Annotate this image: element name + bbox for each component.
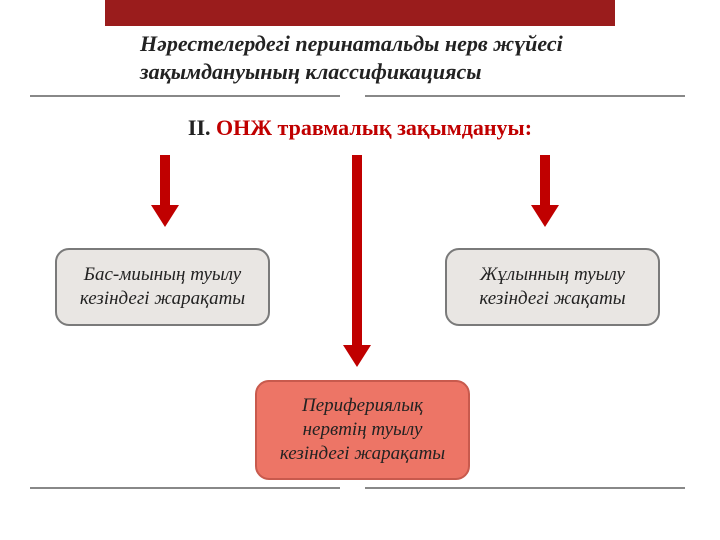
section-number: II. <box>188 115 216 140</box>
node-right-label: Жұлынның туылу кезіндегі жақаты <box>461 263 644 311</box>
node-center-label: Перифериялық нервтің туылу кезіндегі жар… <box>271 394 454 465</box>
node-right: Жұлынның туылу кезіндегі жақаты <box>445 248 660 326</box>
divider-bottom-left <box>30 487 340 489</box>
node-left: Бас-миының туылу кезіндегі жарақаты <box>55 248 270 326</box>
node-center: Перифериялық нервтің туылу кезіндегі жар… <box>255 380 470 480</box>
divider-top-right <box>365 95 685 97</box>
section-text: ОНЖ травмалық зақымдануы: <box>216 115 532 140</box>
section-heading: II. ОНЖ травмалық зақымдануы: <box>0 115 720 141</box>
divider-bottom-right <box>365 487 685 489</box>
divider-top-left <box>30 95 340 97</box>
top-accent-bar <box>105 0 615 26</box>
node-left-label: Бас-миының туылу кезіндегі жарақаты <box>71 263 254 311</box>
slide-title: Нәрестелердегі перинатальды нерв жүйесі … <box>140 30 640 85</box>
